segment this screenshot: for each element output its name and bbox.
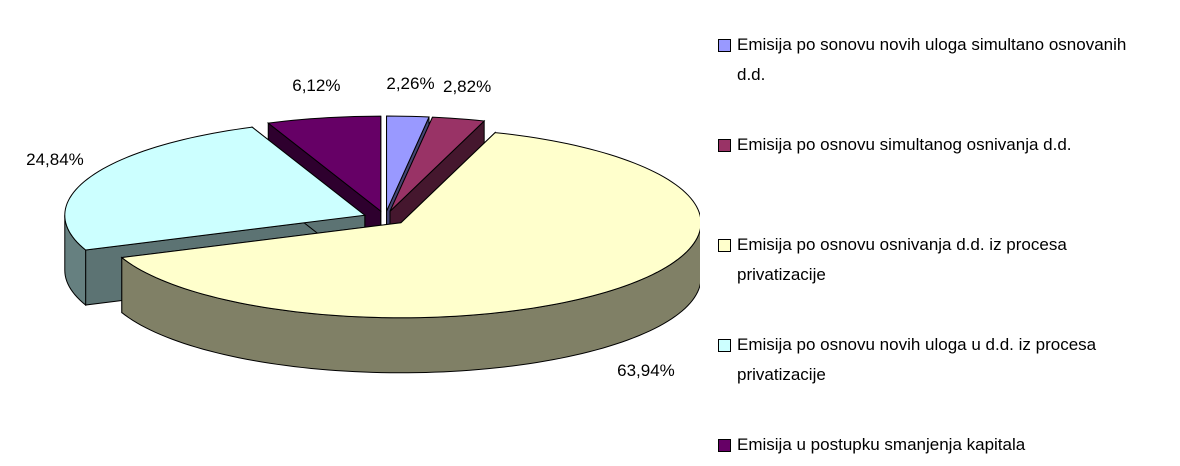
- slice: [120, 131, 700, 374]
- data-label: 24,84%: [26, 150, 84, 169]
- legend-label: Emisija po osnovu osnivanja d.d. iz proc…: [737, 235, 1067, 284]
- legend-item: Emisija po osnovu simultanog osnivanja d…: [718, 130, 1158, 160]
- legend-label: Emisija po osnovu simultanog osnivanja d…: [737, 135, 1072, 154]
- legend-swatch: [718, 239, 731, 252]
- legend-swatch: [718, 39, 731, 52]
- slice-top: [386, 115, 430, 212]
- legend-item: Emisija po osnovu novih uloga u d.d. iz …: [718, 330, 1158, 390]
- data-label: 6,12%: [292, 76, 340, 95]
- legend-swatch: [718, 439, 731, 452]
- legend-label: Emisija po osnovu novih uloga u d.d. iz …: [737, 335, 1097, 384]
- legend-swatch: [718, 339, 731, 352]
- legend-label: Emisija po sonovu novih uloga simultano …: [737, 35, 1127, 84]
- legend-swatch: [718, 139, 731, 152]
- data-label: 63,94%: [617, 361, 675, 380]
- legend-item: Emisija po osnovu osnivanja d.d. iz proc…: [718, 230, 1158, 290]
- slice-top: [266, 115, 382, 213]
- data-label: 2,82%: [443, 77, 491, 96]
- legend-item: Emisija u postupku smanjenja kapitala: [718, 430, 1158, 460]
- legend-item: Emisija po sonovu novih uloga simultano …: [718, 30, 1158, 90]
- legend-label: Emisija u postupku smanjenja kapitala: [737, 435, 1026, 454]
- slice-top: [389, 116, 486, 212]
- pie-area: 2,26% 2,82% 63,94% 24,84% 6,12%: [26, 74, 700, 380]
- slice-top: [120, 132, 700, 319]
- slice-top: [64, 126, 367, 251]
- data-label: 2,26%: [386, 74, 434, 93]
